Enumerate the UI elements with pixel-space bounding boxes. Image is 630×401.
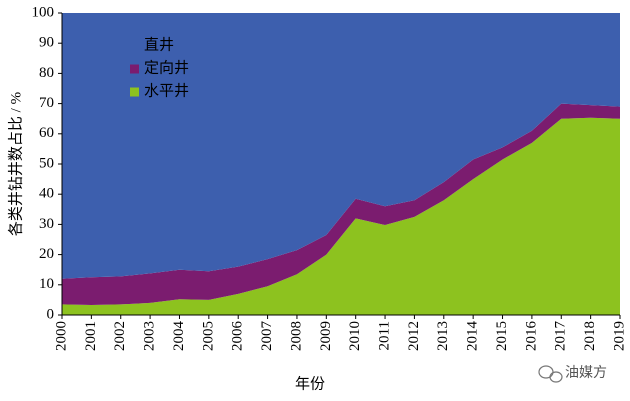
x-tick-label: 2004 [171, 321, 187, 352]
y-tick-label: 20 [39, 246, 54, 262]
x-tick-label: 2011 [376, 321, 392, 350]
x-tick-label: 2010 [347, 321, 363, 351]
x-tick-label: 2014 [465, 321, 481, 352]
y-tick-label: 60 [39, 125, 54, 141]
y-tick-label: 0 [47, 306, 55, 322]
x-tick-label: 2019 [611, 321, 627, 351]
watermark-icon [538, 365, 563, 383]
y-tick-label: 80 [39, 65, 54, 81]
y-tick-label: 40 [39, 186, 54, 202]
x-tick-label: 2003 [142, 321, 158, 351]
x-tick-label: 2012 [406, 321, 422, 351]
legend-label: 直井 [144, 36, 174, 53]
x-tick-label: 2009 [318, 321, 334, 351]
x-tick-label: 2008 [288, 321, 304, 351]
y-tick-label: 10 [39, 276, 54, 292]
legend-swatch [130, 41, 139, 51]
area [62, 117, 620, 315]
x-tick-label: 2005 [200, 321, 216, 351]
x-tick-label: 2000 [53, 321, 69, 351]
legend-swatch [130, 87, 139, 97]
area [62, 103, 620, 306]
y-tick-label: 90 [39, 35, 54, 51]
x-tick-label: 2016 [523, 321, 539, 352]
x-tick-label: 2001 [83, 321, 99, 351]
legend-label: 定向井 [144, 59, 189, 76]
y-axis-label: 各类井钻井数占比 / % [7, 92, 24, 236]
x-tick-label: 2017 [553, 321, 569, 352]
y-tick-label: 70 [39, 95, 54, 111]
watermark: 油媒方 [565, 365, 607, 381]
y-tick-label: 30 [39, 216, 54, 232]
x-tick-label: 2015 [494, 321, 510, 351]
x-tick-label: 2006 [230, 321, 246, 352]
x-axis-label: 年份 [295, 375, 325, 392]
area [62, 13, 620, 279]
y-tick-label: 100 [32, 4, 55, 20]
legend-swatch [130, 64, 139, 74]
x-tick-label: 2002 [112, 321, 128, 351]
x-tick-label: 2007 [259, 321, 275, 352]
y-tick-label: 50 [39, 155, 54, 171]
x-tick-label: 2018 [582, 321, 598, 351]
legend-label: 水平井 [144, 82, 189, 99]
x-tick-label: 2013 [435, 321, 451, 351]
